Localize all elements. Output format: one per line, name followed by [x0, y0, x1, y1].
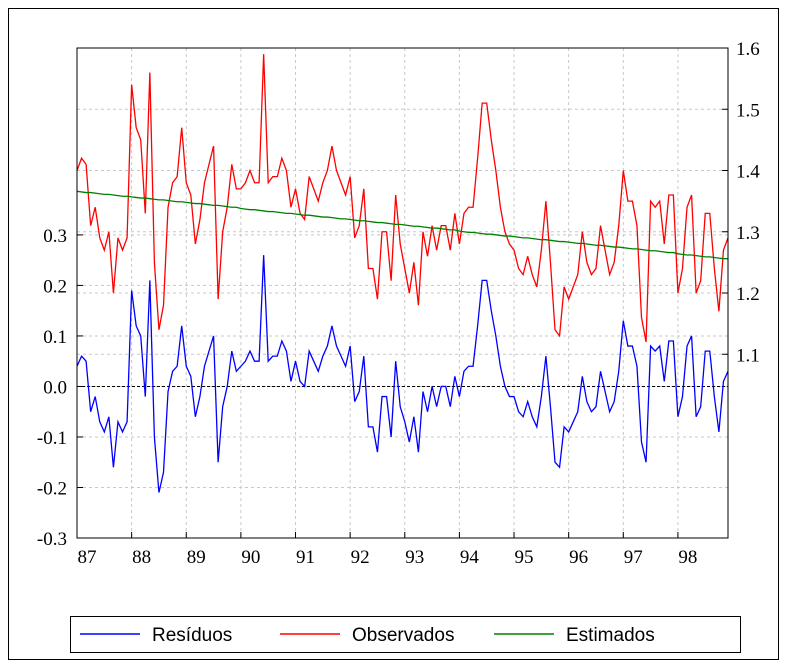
- y2-tick-label: 1.6: [736, 39, 760, 60]
- y-tick-label: 0.3: [43, 226, 67, 247]
- series-line: [76, 54, 729, 343]
- x-tick-label: 92: [351, 547, 370, 568]
- legend-label: Resíduos: [152, 625, 232, 646]
- legend-label: Observados: [352, 625, 454, 646]
- series-line: [76, 190, 728, 260]
- x-tick-label: 91: [296, 547, 315, 568]
- x-tick-label: 89: [187, 547, 206, 568]
- y2-tick-label: 1.5: [736, 100, 760, 121]
- legend-label: Estimados: [566, 625, 655, 646]
- x-tick-label: 93: [405, 547, 424, 568]
- y2-tick-label: 1.1: [736, 345, 760, 366]
- y2-tick-label: 1.3: [736, 223, 760, 244]
- y-tick-label: 0.2: [43, 276, 67, 297]
- x-tick-label: 97: [624, 547, 643, 568]
- legend: Resíduos Observados Estimados: [80, 625, 655, 646]
- y2-tick-label: 1.2: [736, 284, 760, 305]
- y2-tick-label: 1.4: [736, 162, 760, 183]
- x-tick-label: 98: [678, 547, 697, 568]
- x-tick-label: 88: [132, 547, 151, 568]
- x-tick-label: 87: [78, 547, 97, 568]
- y-tick-label: -0.1: [37, 428, 67, 449]
- x-tick-label: 96: [569, 547, 588, 568]
- y-tick-label: 0.1: [43, 327, 67, 348]
- legend-box: [70, 616, 741, 653]
- x-tick-label: 95: [515, 547, 534, 568]
- plot-lines: [76, 54, 729, 493]
- x-tick-label: 90: [241, 547, 260, 568]
- axes: -0.3 -0.2 -0.1 0.0 0.1 0.2 0.3 1.1 1.2 1.3 1.4 1.5 1…: [37, 39, 760, 568]
- series-line: [76, 255, 729, 493]
- frame: [8, 8, 779, 660]
- y-tick-label: 0.0: [43, 377, 67, 398]
- x-tick-label: 94: [460, 547, 480, 568]
- y-tick-label: -0.3: [37, 529, 67, 550]
- y-tick-label: -0.2: [37, 478, 67, 499]
